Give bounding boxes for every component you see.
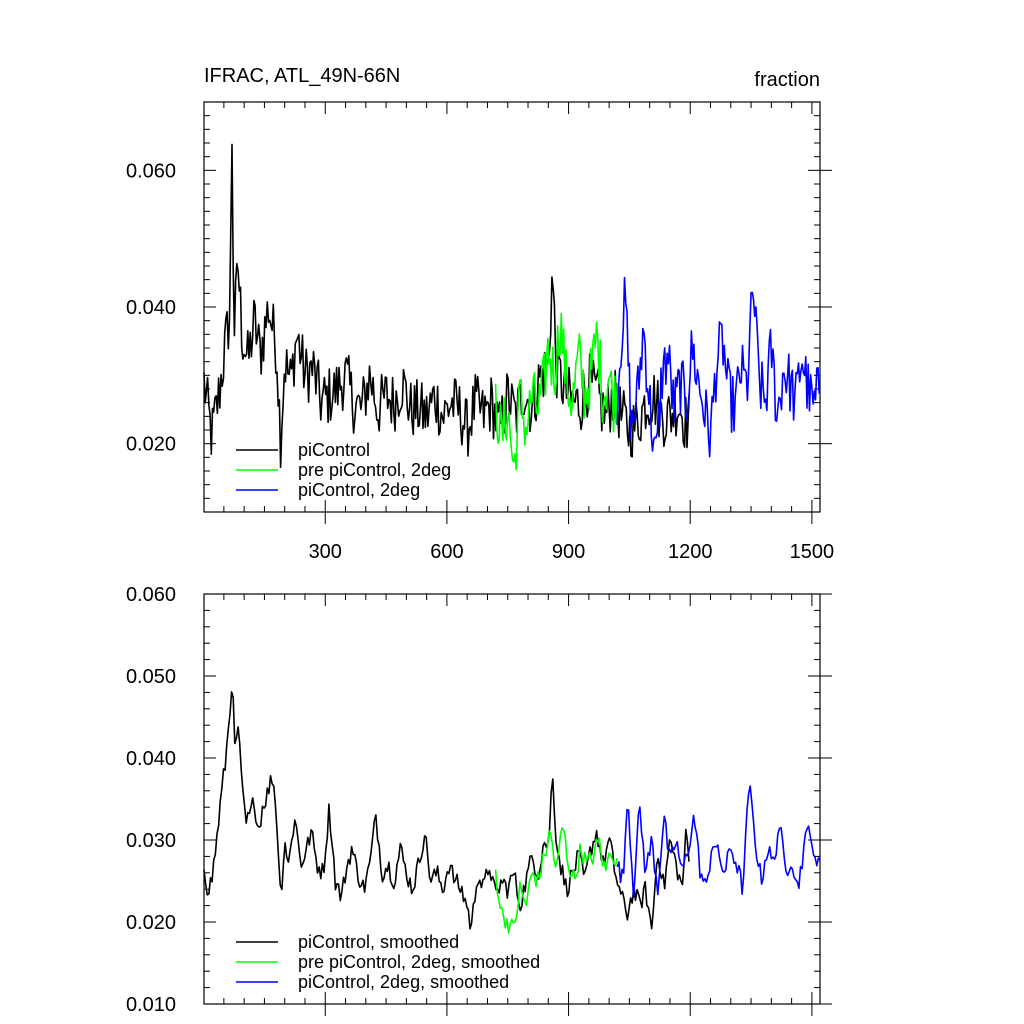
top-series-line-1 xyxy=(494,312,618,471)
bottom-y-tick-label: 0.010 xyxy=(126,994,176,1016)
bottom-legend-label: piControl, 2deg, smoothed xyxy=(298,972,509,992)
top-x-tick-label: 300 xyxy=(309,541,342,563)
bottom-y-tick-label: 0.060 xyxy=(126,584,176,606)
top-axis-ticks xyxy=(204,101,832,524)
top-legend-label: pre piControl, 2deg xyxy=(298,460,451,480)
top-x-tick-label: 900 xyxy=(552,541,585,563)
top-series-line-2 xyxy=(616,276,820,458)
bottom-y-tick-labels: 0.010 0.020 0.030 0.040 0.050 0.060 xyxy=(126,584,176,1016)
top-x-tick-labels: 300 600 900 1200 1500 xyxy=(309,541,835,563)
top-panel-units: fraction xyxy=(754,69,820,91)
bottom-series-line-2 xyxy=(616,785,821,899)
bottom-series-group xyxy=(203,691,821,934)
bottom-y-tick-label: 0.020 xyxy=(126,912,176,934)
top-y-tick-label: 0.060 xyxy=(126,160,176,182)
top-y-tick-label: 0.040 xyxy=(126,297,176,319)
top-y-tick-label: 0.020 xyxy=(126,434,176,456)
bottom-plot-frame xyxy=(203,593,821,1005)
bottom-y-tick-label: 0.030 xyxy=(126,830,176,852)
bottom-legend-label: pre piControl, 2deg, smoothed xyxy=(298,952,540,972)
top-x-tick-label: 1200 xyxy=(668,541,713,563)
bottom-series-line-0 xyxy=(203,691,690,930)
top-series-line-0 xyxy=(203,143,691,468)
bottom-panel: 0.010 0.020 0.030 0.040 0.050 0.060 piControl… xyxy=(126,584,832,1016)
top-panel-title: IFRAC, ATL_49N-66N xyxy=(204,65,400,87)
top-x-tick-label: 1500 xyxy=(790,541,835,563)
top-panel: IFRAC, ATL_49N-66N fraction 300 600 900 120… xyxy=(126,65,834,563)
bottom-legend-label: piControl, smoothed xyxy=(298,932,459,952)
top-series-group xyxy=(203,143,820,471)
top-y-tick-labels: 0.020 0.040 0.060 xyxy=(126,160,176,455)
bottom-y-tick-label: 0.050 xyxy=(126,666,176,688)
bottom-series-line-1 xyxy=(494,827,618,934)
top-x-tick-label: 600 xyxy=(430,541,463,563)
bottom-axis-ticks xyxy=(204,593,832,1016)
top-legend-label: piControl xyxy=(298,440,370,460)
bottom-y-tick-label: 0.040 xyxy=(126,748,176,770)
top-legend-label: piControl, 2deg xyxy=(298,480,420,500)
